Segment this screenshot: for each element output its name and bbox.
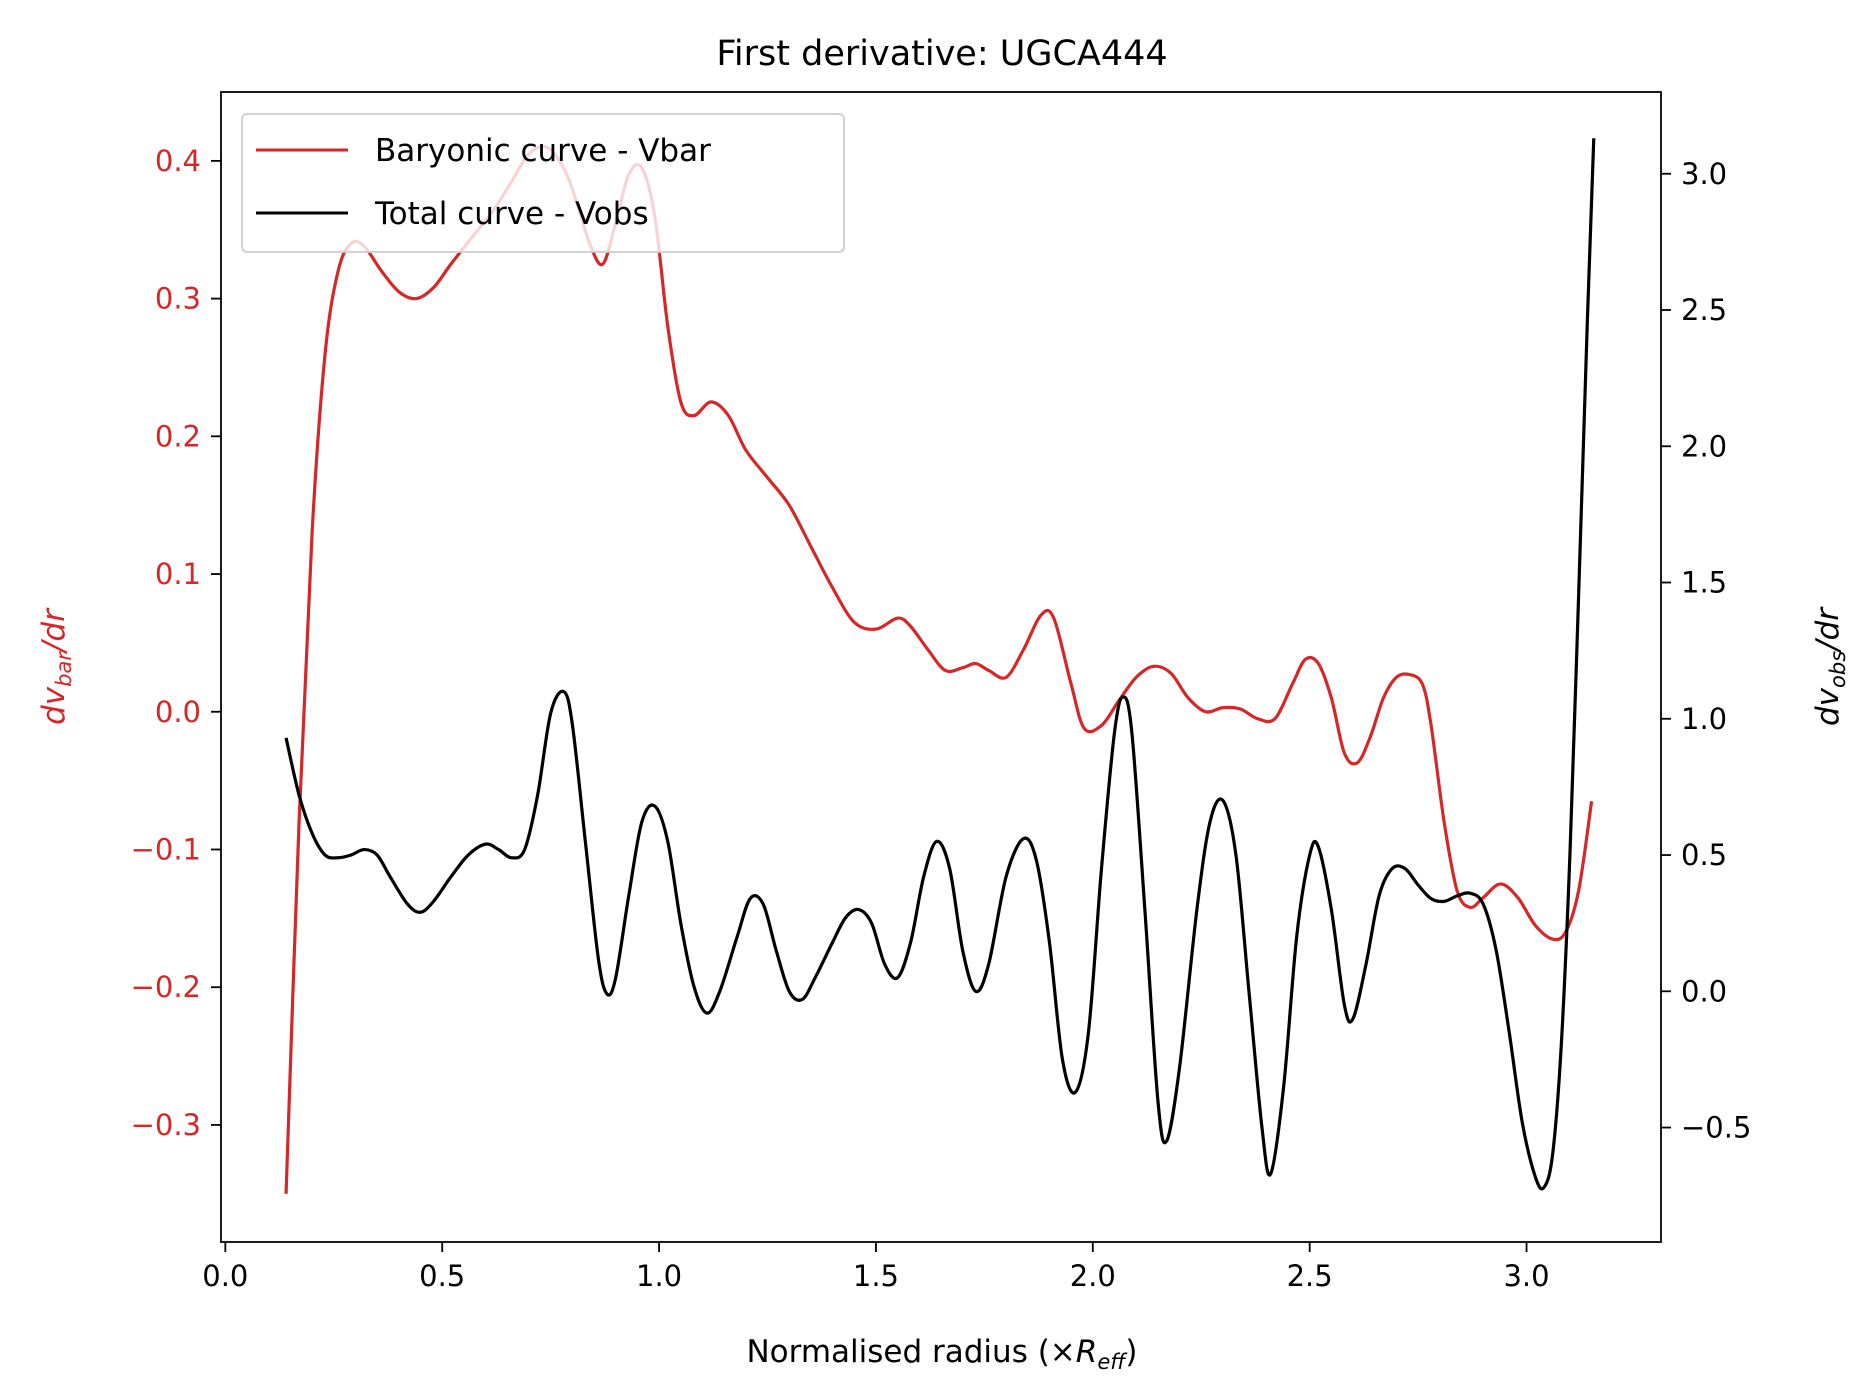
legend-box: [241, 113, 845, 253]
y-axis-left: −0.3 −0.2 −0.1 0.0 0.1 0.2 0.3 0.4: [131, 144, 221, 1142]
x-tick-label: 1.5: [853, 1259, 899, 1293]
y-left-tick-label: 0.4: [155, 144, 201, 178]
y-right-tick-label: 2.0: [1681, 429, 1727, 463]
y-left-tick-label: 0.0: [155, 695, 201, 729]
x-axis-label-suffix: ): [1125, 1334, 1137, 1370]
y-axis-right-label: dvobs/dr: [1810, 606, 1850, 726]
x-axis-label-prefix: Normalised radius (×: [746, 1334, 1075, 1370]
y-axis-right-label-prefix: dv: [1810, 687, 1846, 726]
y-axis-left-label-suffix: /dr: [36, 607, 72, 655]
y-right-tick-label: 0.5: [1681, 838, 1727, 872]
x-tick-label: 2.0: [1070, 1259, 1116, 1293]
y-right-tick-label: −0.5: [1681, 1111, 1751, 1145]
y-left-tick-label: −0.3: [131, 1108, 201, 1142]
x-tick-label: 0.0: [202, 1259, 248, 1293]
y-axis-left-label-prefix: dv: [36, 686, 72, 725]
y-left-tick-label: 0.1: [155, 557, 201, 591]
y-left-tick-label: −0.1: [131, 832, 201, 866]
x-tick-label: 0.5: [419, 1259, 465, 1293]
x-tick-label: 2.5: [1287, 1259, 1333, 1293]
y-left-tick-label: 0.2: [155, 419, 201, 453]
x-tick-label: 3.0: [1503, 1259, 1549, 1293]
y-right-tick-label: 0.0: [1681, 974, 1727, 1008]
y-left-tick-label: −0.2: [131, 970, 201, 1004]
y-right-tick-label: 1.5: [1681, 566, 1727, 600]
y-axis-right-label-suffix: /dr: [1810, 606, 1846, 654]
chart-title: First derivative: UGCA444: [716, 34, 1167, 74]
x-axis: 0.0 0.5 1.0 1.5 2.0 2.5 3.0: [202, 1242, 1550, 1293]
x-axis-label-symbol: R: [1076, 1334, 1098, 1370]
series-line-vobs: [284, 138, 1596, 1191]
legend: Baryonic curve - Vbar Total curve - Vobs: [241, 113, 845, 253]
x-axis-label-sub: eff: [1097, 1350, 1128, 1374]
plot-frame: [220, 91, 1662, 1243]
y-axis-right: −0.5 0.0 0.5 1.0 1.5 2.0 2.5 3.0: [1661, 157, 1751, 1145]
legend-label-obs: Total curve - Vobs: [374, 196, 649, 232]
y-left-tick-label: 0.3: [155, 282, 201, 316]
y-axis-right-label-sub: obs: [1826, 651, 1850, 688]
x-axis-label: Normalised radius (×Reff): [746, 1334, 1137, 1374]
y-right-tick-label: 2.5: [1681, 293, 1727, 327]
y-axis-left-label: dvbar/dr: [36, 607, 76, 725]
legend-label-bar: Baryonic curve - Vbar: [375, 133, 711, 169]
x-tick-label: 1.0: [636, 1259, 682, 1293]
y-axis-left-label-sub: bar: [52, 651, 76, 687]
y-right-tick-label: 1.0: [1681, 702, 1727, 736]
y-right-tick-label: 3.0: [1681, 157, 1727, 191]
